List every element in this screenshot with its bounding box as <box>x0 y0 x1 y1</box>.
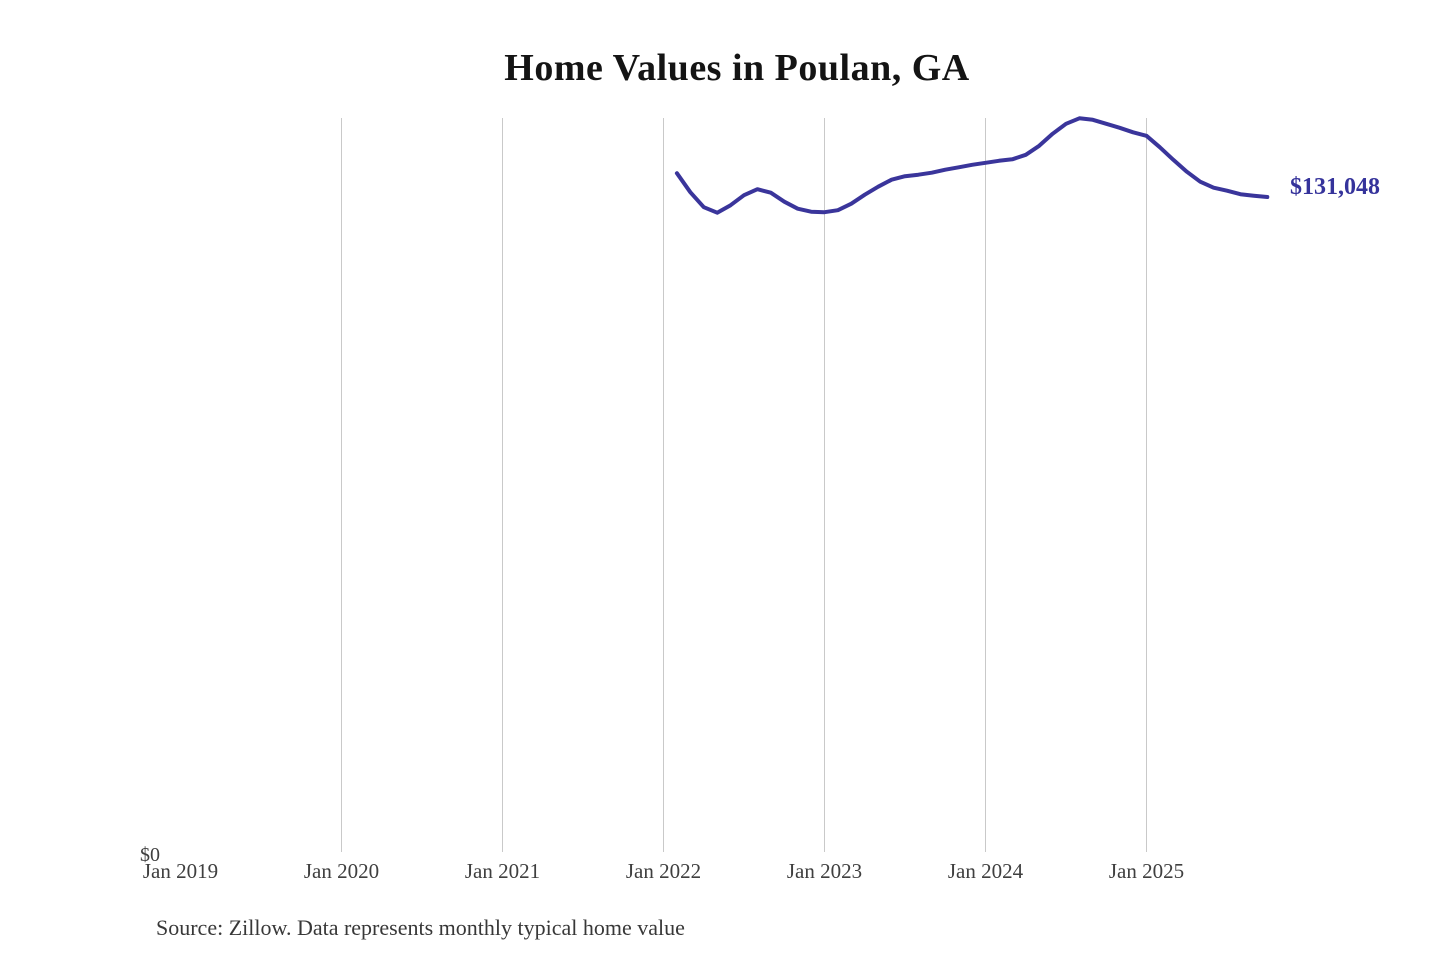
x-axis-label: Jan 2022 <box>625 859 702 883</box>
x-axis-label: Jan 2023 <box>786 859 863 883</box>
x-axis-label: Jan 2025 <box>1108 859 1185 883</box>
latest-value-label: $131,048 <box>1290 174 1380 200</box>
y-axis-zero-label: $0 <box>140 844 160 866</box>
x-axis-label: Jan 2024 <box>947 859 1024 883</box>
x-axis-label: Jan 2019 <box>142 859 219 883</box>
source-note: Source: Zillow. Data represents monthly … <box>156 915 685 940</box>
x-axis-label: Jan 2020 <box>303 859 380 883</box>
chart-title: Home Values in Poulan, GA <box>504 47 970 89</box>
x-axis-label: Jan 2021 <box>464 859 541 883</box>
home-value-line <box>674 116 1270 215</box>
